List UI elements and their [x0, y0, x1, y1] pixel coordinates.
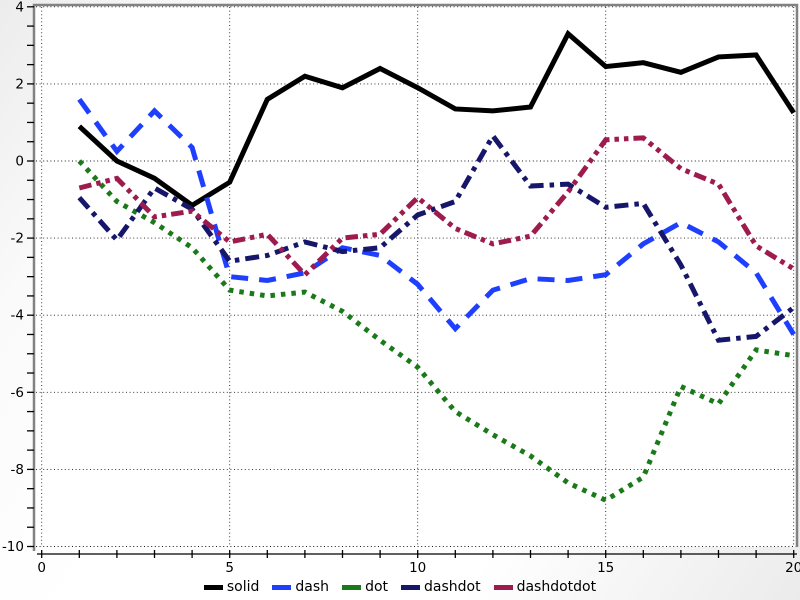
y-tick-label: 0 — [15, 154, 24, 170]
legend-item-dot: dot — [342, 579, 388, 595]
x-tick-label: 0 — [37, 560, 46, 576]
y-tick-label: -4 — [11, 308, 24, 324]
legend-swatch-dashdot-icon — [401, 584, 421, 590]
series-line-dot — [77, 159, 795, 504]
legend-label-dashdot: dashdot — [424, 579, 481, 595]
legend-label-dashdotdot: dashdotdot — [516, 579, 597, 595]
y-tick-label: -6 — [11, 385, 24, 401]
legend-item-dash: dash — [272, 579, 329, 595]
series-line-dash — [77, 97, 796, 336]
x-tick-label: 5 — [225, 560, 234, 576]
legend-item-dashdotdot: dashdotdot — [493, 579, 597, 595]
legend-swatch-dot-icon — [342, 584, 362, 590]
y-tick-label: -8 — [11, 462, 24, 478]
y-tick-label: 2 — [15, 76, 24, 92]
legend-label-dot: dot — [365, 579, 389, 595]
legend-item-solid: solid — [203, 579, 260, 595]
y-tick-label: -10 — [2, 539, 24, 555]
plot-area — [34, 5, 797, 547]
y-tick-label: -2 — [11, 231, 24, 247]
x-tick-label: 15 — [597, 560, 614, 576]
legend-swatch-dash-icon — [272, 584, 292, 590]
x-tick-label: 10 — [409, 560, 426, 576]
plot-border — [32, 3, 799, 551]
series-line-dashdotdot — [78, 135, 796, 279]
legend-label-dash: dash — [295, 579, 330, 595]
y-tick-label: 4 — [15, 0, 24, 15]
legend-swatch-dashdotdot-icon — [493, 584, 513, 590]
legend-label-solid: solid — [226, 579, 260, 595]
chart-legend: solid dash dot dashdot dashdotdot — [0, 577, 800, 597]
legend-item-dashdot: dashdot — [401, 579, 481, 595]
x-tick-label: 20 — [785, 560, 800, 576]
series-line-solid — [77, 29, 796, 209]
legend-swatch-solid-icon — [203, 584, 223, 590]
